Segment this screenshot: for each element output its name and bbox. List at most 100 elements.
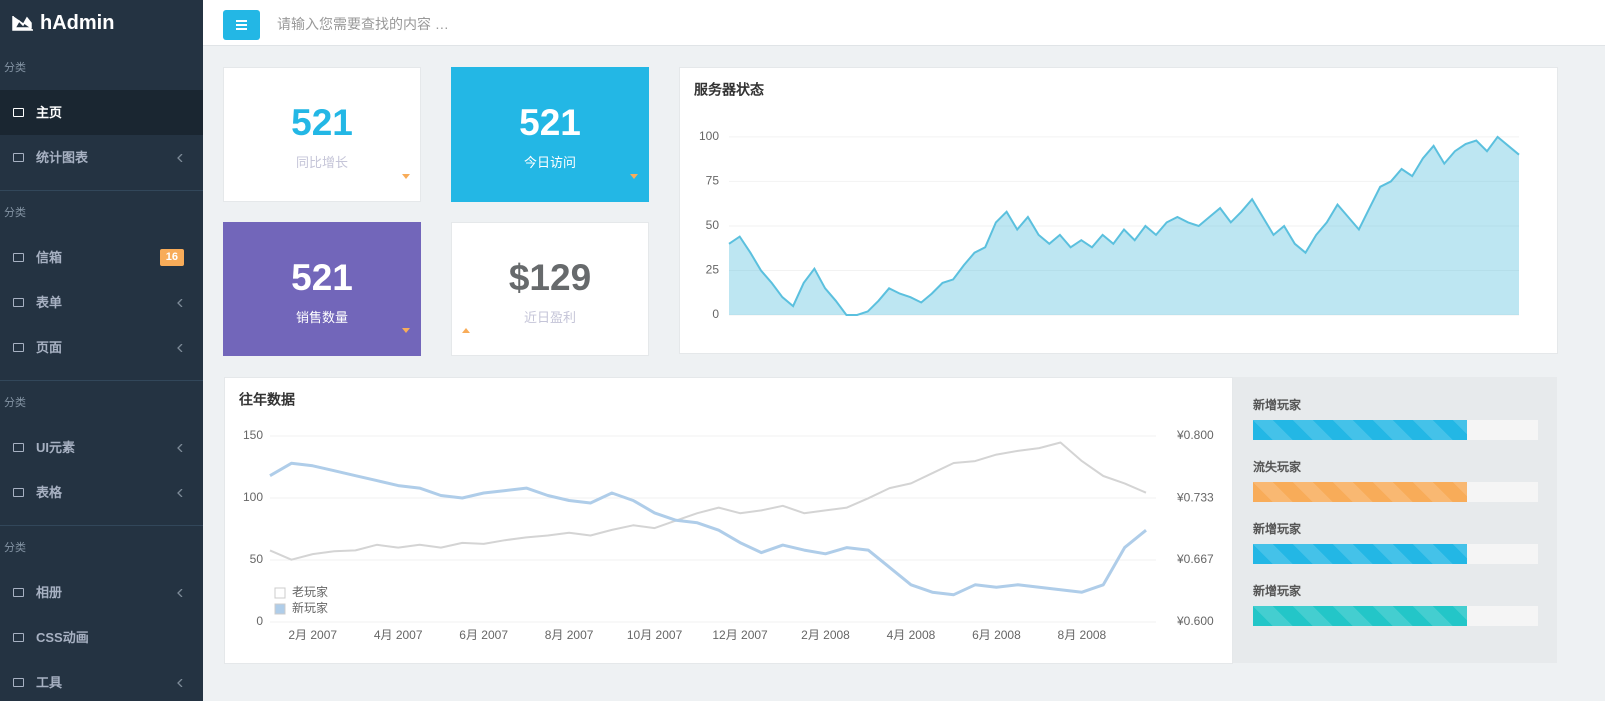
legend-swatch (274, 603, 286, 615)
legend-label: 老玩家 (292, 584, 328, 599)
menu-item[interactable]: 统计图表 (0, 135, 203, 180)
legend-swatch (274, 587, 286, 599)
area (729, 136, 1519, 315)
chevron-path (177, 154, 183, 162)
menu-icon (13, 443, 24, 452)
menu-text: 工具 (36, 675, 63, 690)
panel: 服务器状态 0 25 50 75 100 (679, 67, 1558, 354)
sidebar: hAdmin 分类 主页 统计图表 分类 信箱 16 表单 页面 分类 UI元素 表格 分类 相册 CSS… (0, 0, 203, 701)
chevron (177, 589, 183, 597)
menu-text: 表格 (36, 485, 63, 500)
trend-arrow (462, 328, 470, 333)
y-tick-label: 100 (243, 490, 263, 504)
menu-item[interactable]: 表单 (0, 280, 203, 325)
menu-icon (13, 108, 24, 117)
logo-icon (12, 16, 33, 31)
history-chart: 往年数据 0 50 100 150 ¥0.600 ¥0.667 ¥0.733 ¥0.800 2月 … (239, 392, 1214, 642)
badge: 16 (159, 249, 184, 266)
chevron (177, 679, 183, 687)
menu-text: 页面 (36, 340, 63, 355)
menu-item[interactable]: 表格 (0, 470, 203, 515)
stat-label: 同比增长 (295, 155, 348, 170)
server-chart: 服务器状态 0 25 50 75 100 (694, 82, 1520, 321)
y-tick-label: 50 (706, 218, 720, 232)
panel: 往年数据 0 50 100 150 ¥0.600 ¥0.667 ¥0.733 ¥0.800 2月 … (224, 377, 1233, 664)
progress-bar (1253, 482, 1538, 502)
progress-fill (1253, 606, 1467, 626)
y2-tick-label: ¥0.733 (1176, 490, 1214, 504)
chevron-path (177, 489, 183, 497)
menu-item[interactable]: 信箱 16 (0, 235, 203, 280)
stat-label: 近日盈利 (523, 310, 576, 325)
menu-group: 分类 信箱 16 表单 页面 (0, 190, 203, 380)
x-tick-label: 2月 2007 (288, 628, 337, 642)
progress-bar (1253, 420, 1538, 440)
trend-arrow (402, 174, 410, 179)
stat-value: 521 (519, 102, 581, 143)
menu-icon (13, 343, 24, 352)
stat-value: 521 (291, 257, 353, 298)
top-bar: 请输入您需要查找的内容 … (203, 0, 1605, 46)
stat-label: 今日访问 (523, 155, 576, 170)
menu-icon (13, 298, 24, 307)
y-tick-label: 25 (706, 263, 720, 277)
menu-text: UI元素 (36, 440, 76, 455)
menu-text: 信箱 (36, 250, 63, 265)
progress-label: 新增玩家 (1253, 522, 1302, 536)
chart-title: 服务器状态 (694, 82, 764, 98)
menu-icon (13, 588, 24, 597)
group-label: 分类 (4, 542, 26, 554)
stat-card: 521 同比增长 (223, 67, 421, 202)
y-tick-label: 0 (712, 307, 719, 321)
x-tick-label: 6月 2008 (972, 628, 1021, 642)
menu-item[interactable]: 主页 (0, 90, 203, 135)
group-label: 分类 (4, 62, 26, 74)
x-tick-label: 10月 2007 (627, 628, 683, 642)
trend-arrow (402, 328, 410, 333)
chart-title: 往年数据 (239, 392, 295, 408)
menu-item[interactable]: UI元素 (0, 425, 203, 470)
y-tick-label: 0 (256, 614, 263, 628)
menu-icon (13, 678, 24, 687)
menu-icon (13, 633, 24, 642)
menu-button[interactable] (223, 10, 260, 40)
menu-icon (13, 488, 24, 497)
y-tick-label: 150 (243, 428, 263, 442)
menu-item[interactable]: 页面 (0, 325, 203, 370)
progress-label: 新增玩家 (1253, 584, 1302, 598)
group-label: 分类 (4, 397, 26, 409)
x-tick-label: 4月 2007 (374, 628, 423, 642)
y-tick-label: 100 (699, 129, 719, 143)
chevron (177, 444, 183, 452)
menu-item[interactable]: 工具 (0, 660, 203, 701)
progress-panel: 新增玩家 流失玩家 新增玩家 新增玩家 (1233, 377, 1557, 663)
logo[interactable]: hAdmin (0, 0, 203, 46)
menu-group: 分类主页 统计图表 (0, 46, 203, 190)
menu-group: 分类 UI元素表格 (0, 380, 203, 525)
menu-text: 相册 (36, 585, 63, 600)
stat-card: 521 今日访问 (451, 67, 649, 202)
menu-item[interactable]: 相册 (0, 570, 203, 615)
stat-label: 销售数量 (295, 310, 348, 325)
x-tick-label: 12月 2007 (712, 628, 768, 642)
logo-text: hAdmin (40, 12, 115, 34)
legend-label: 新玩家 (292, 600, 328, 615)
progress-label: 流失玩家 (1253, 460, 1302, 474)
y-tick-label: 50 (250, 552, 264, 566)
x-tick-label: 8月 2008 (1058, 628, 1107, 642)
chevron (177, 154, 183, 162)
chevron (177, 344, 183, 352)
progress-fill (1253, 482, 1467, 502)
area-line (728, 135, 1520, 316)
progress-fill (1253, 544, 1467, 564)
x-tick-label: 4月 2008 (887, 628, 936, 642)
x-tick-label: 6月 2007 (459, 628, 508, 642)
chevron-path (177, 589, 183, 597)
progress-bar (1253, 606, 1538, 626)
search-input[interactable]: 请输入您需要查找的内容 … (277, 16, 449, 32)
chevron-path (177, 679, 183, 687)
menu-group: 分类相册 CSS动画工具 (0, 525, 203, 701)
menu-item[interactable]: CSS动画 (0, 615, 203, 660)
series-line (269, 441, 1147, 561)
